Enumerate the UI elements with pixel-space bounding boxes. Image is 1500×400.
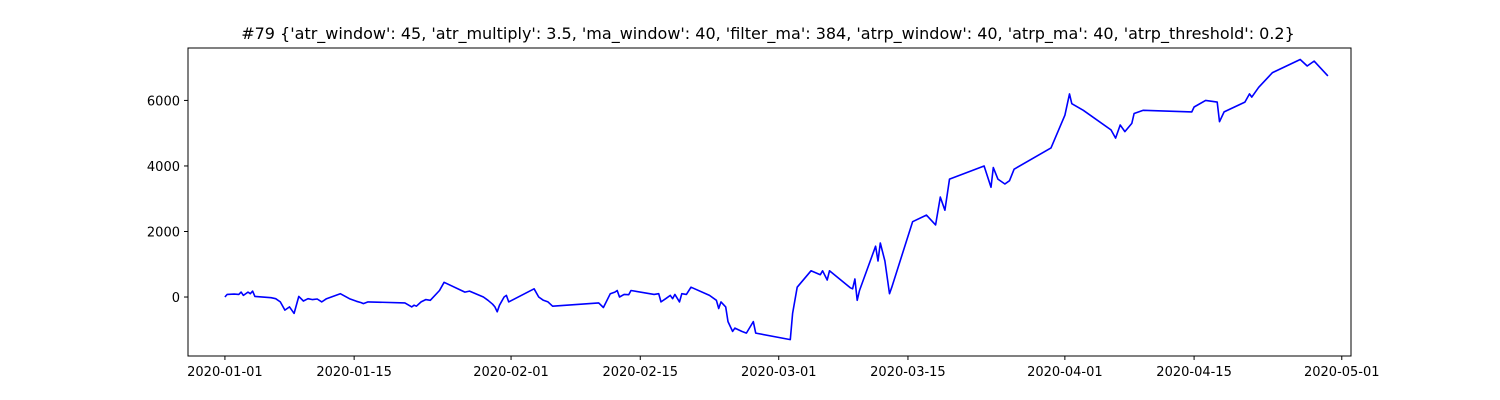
x-tick-label: 2020-03-15 [870,365,946,380]
chart-title: #79 {'atr_window': 45, 'atr_multiply': 3… [241,24,1295,44]
y-tick-label: 0 [172,291,180,306]
series-layer [224,58,1329,341]
y-tick-label: 4000 [147,160,180,175]
x-tick-label: 2020-03-01 [741,365,817,380]
x-tick-label: 2020-02-15 [602,365,678,380]
x-tick-label: 2020-05-01 [1304,365,1380,380]
x-tick-label: 2020-04-01 [1027,365,1103,380]
y-tick-label: 6000 [147,94,180,109]
x-tick-label: 2020-01-01 [187,365,263,380]
plot-frame [187,47,1352,357]
x-axis: 2020-01-01 2020-01-15 2020-02-01 2020-02-15… [187,356,1380,380]
x-tick-label: 2020-02-01 [473,365,549,380]
y-axis: 0 2000 4000 6000 [147,94,188,306]
series-line [224,58,1329,341]
x-tick-label: 2020-04-15 [1156,365,1232,380]
y-tick-label: 2000 [147,225,180,240]
x-tick-label: 2020-01-15 [316,365,392,380]
